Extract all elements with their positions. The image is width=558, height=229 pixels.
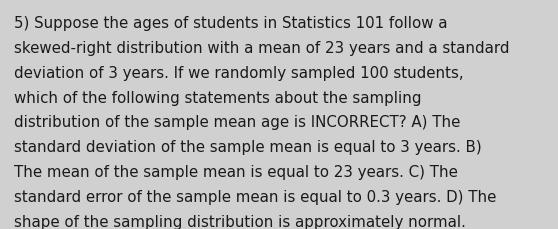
Text: 5) Suppose the ages of students in Statistics 101 follow a: 5) Suppose the ages of students in Stati… <box>14 16 448 31</box>
Text: which of the following statements about the sampling: which of the following statements about … <box>14 90 421 105</box>
Text: skewed-right distribution with a mean of 23 years and a standard: skewed-right distribution with a mean of… <box>14 41 509 56</box>
Text: shape of the sampling distribution is approximately normal.: shape of the sampling distribution is ap… <box>14 214 466 229</box>
Text: distribution of the sample mean age is INCORRECT? A) The: distribution of the sample mean age is I… <box>14 115 460 130</box>
Text: standard deviation of the sample mean is equal to 3 years. B): standard deviation of the sample mean is… <box>14 140 482 155</box>
Text: deviation of 3 years. If we randomly sampled 100 students,: deviation of 3 years. If we randomly sam… <box>14 65 464 80</box>
Text: standard error of the sample mean is equal to 0.3 years. D) The: standard error of the sample mean is equ… <box>14 189 496 204</box>
Text: The mean of the sample mean is equal to 23 years. C) The: The mean of the sample mean is equal to … <box>14 164 458 179</box>
